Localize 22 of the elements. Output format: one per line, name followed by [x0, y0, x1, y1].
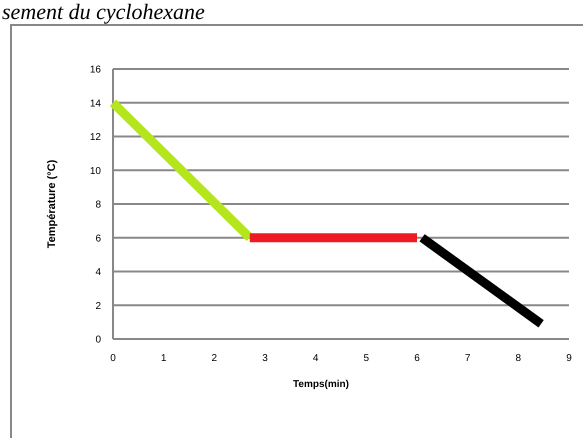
y-tick-label: 8 [95, 200, 102, 210]
y-tick-label: 14 [90, 98, 102, 110]
x-axis-title: Temps(min) [293, 379, 349, 390]
x-tick-label: 1 [160, 353, 167, 364]
x-tick-label: 8 [516, 353, 522, 364]
y-axis-title: Température (°C) [46, 159, 58, 248]
x-tick-label: 0 [110, 353, 116, 364]
x-tick-label: 4 [312, 353, 319, 364]
y-tick-label: 16 [90, 64, 102, 76]
y-tick-label: 12 [90, 132, 102, 143]
x-tick-label: 5 [364, 353, 370, 364]
x-tick-label: 6 [414, 353, 420, 364]
x-tick-label: 9 [566, 353, 572, 364]
x-tick-label: 2 [212, 353, 218, 364]
y-tick-label: 2 [95, 300, 102, 312]
x-tick-label: 7 [464, 353, 471, 364]
x-tick-label: 3 [262, 353, 268, 364]
chart-title: sement du cyclohexane [2, 0, 206, 24]
y-tick-label: 4 [95, 267, 102, 278]
y-tick-label: 0 [95, 334, 102, 346]
y-tick-label: 10 [90, 166, 102, 177]
y-tick-label: 6 [95, 233, 102, 244]
